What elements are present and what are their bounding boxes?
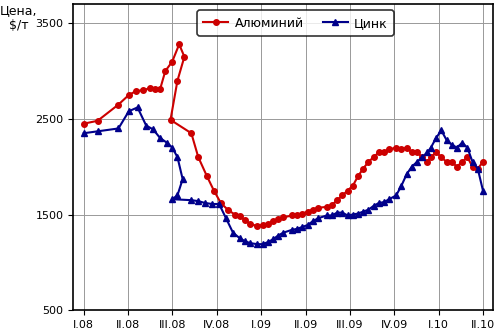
Алюминий — [480, 160, 486, 164]
Алюминий — [376, 150, 382, 154]
Y-axis label: Цена,
$/т: Цена, $/т — [0, 4, 38, 32]
Цинк — [80, 131, 86, 135]
Цинк — [480, 189, 486, 193]
Legend: Алюминий, Цинк: Алюминий, Цинк — [197, 10, 394, 36]
Line: Алюминий: Алюминий — [81, 41, 485, 229]
Цинк — [134, 106, 140, 110]
Алюминий — [176, 42, 182, 46]
Цинк — [300, 225, 306, 229]
Цинк — [409, 165, 415, 169]
Алюминий — [454, 165, 460, 169]
Line: Цинк: Цинк — [80, 104, 486, 247]
Алюминий — [393, 146, 399, 150]
Алюминий — [80, 122, 86, 126]
Цинк — [169, 146, 175, 150]
Цинк — [280, 231, 286, 235]
Цинк — [254, 242, 260, 246]
Алюминий — [448, 160, 454, 164]
Цинк — [150, 127, 156, 131]
Алюминий — [419, 155, 425, 159]
Алюминий — [459, 160, 465, 164]
Цинк — [459, 141, 465, 145]
Алюминий — [254, 224, 260, 228]
